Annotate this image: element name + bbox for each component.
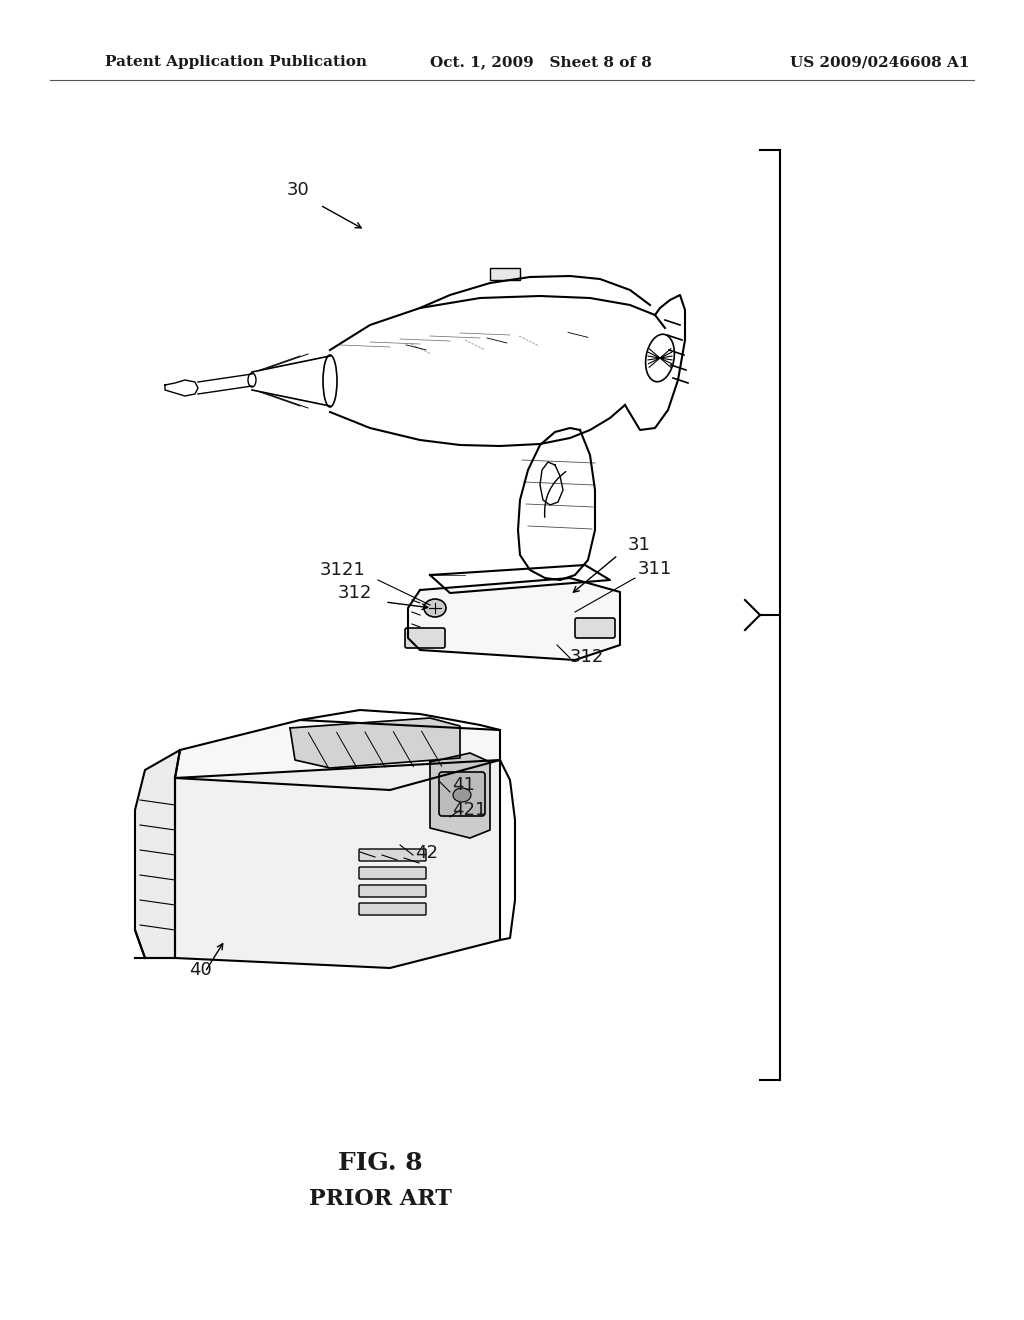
Ellipse shape [453,788,471,803]
Text: 421: 421 [452,801,486,818]
Text: US 2009/0246608 A1: US 2009/0246608 A1 [790,55,970,69]
Text: 3121: 3121 [319,561,365,579]
FancyBboxPatch shape [359,867,426,879]
Polygon shape [408,578,620,660]
Ellipse shape [424,599,446,616]
FancyBboxPatch shape [359,884,426,898]
FancyBboxPatch shape [359,849,426,861]
FancyBboxPatch shape [575,618,615,638]
FancyBboxPatch shape [359,903,426,915]
Polygon shape [135,750,180,958]
Text: 312: 312 [570,648,604,667]
Text: 31: 31 [628,536,651,554]
Text: 30: 30 [287,181,309,199]
Text: FIG. 8: FIG. 8 [338,1151,422,1175]
Text: PRIOR ART: PRIOR ART [308,1188,452,1210]
Text: Patent Application Publication: Patent Application Publication [105,55,367,69]
Text: 311: 311 [638,560,672,578]
Polygon shape [290,718,460,768]
Text: Oct. 1, 2009   Sheet 8 of 8: Oct. 1, 2009 Sheet 8 of 8 [430,55,652,69]
FancyBboxPatch shape [406,628,445,648]
Text: 312: 312 [338,583,372,602]
FancyBboxPatch shape [439,772,485,816]
Polygon shape [430,752,490,838]
Polygon shape [175,719,500,789]
Text: 40: 40 [188,961,211,979]
Polygon shape [175,760,500,968]
Text: 41: 41 [452,776,475,795]
Text: 42: 42 [415,843,438,862]
Bar [490,268,520,280]
